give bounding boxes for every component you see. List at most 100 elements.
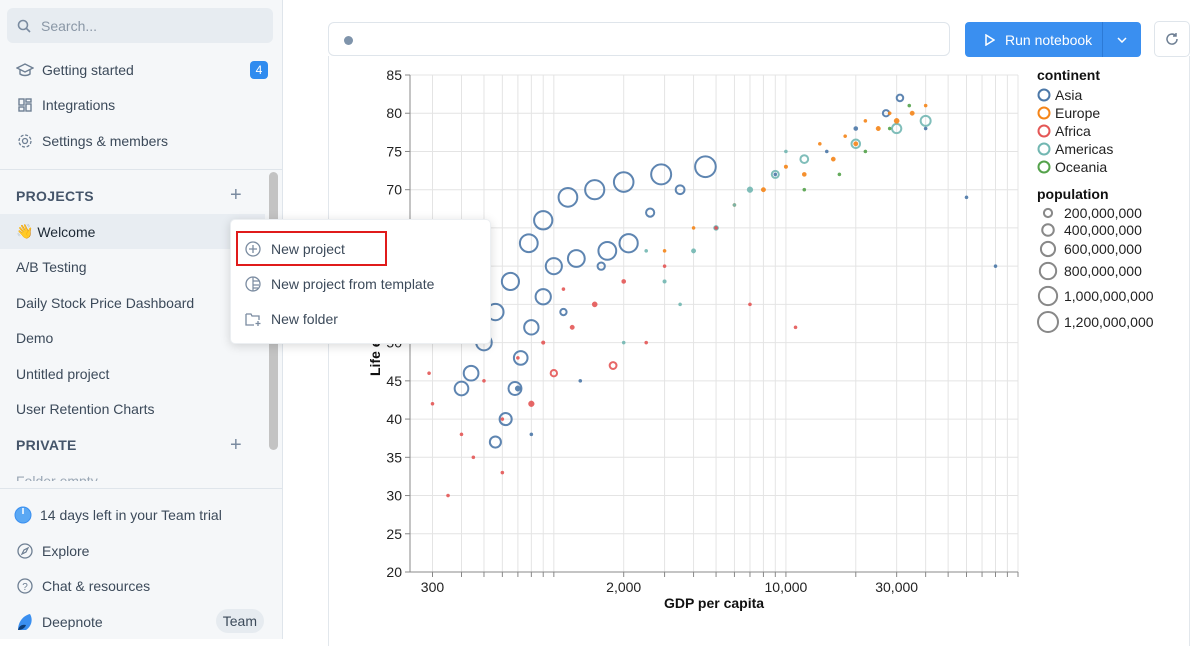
data-point-africa bbox=[427, 371, 431, 376]
data-point-asia bbox=[518, 233, 539, 254]
data-point-africa bbox=[471, 455, 476, 460]
y-tick-label: 40 bbox=[386, 411, 402, 427]
project-label: User Retention Charts bbox=[16, 400, 155, 417]
menu-label: New folder bbox=[271, 310, 338, 327]
menu-new-project[interactable]: New project bbox=[231, 231, 492, 266]
legend-symbol-europe bbox=[1037, 106, 1051, 120]
legend-size-label: 800,000,000 bbox=[1064, 263, 1142, 279]
data-point-americas bbox=[799, 154, 810, 164]
data-point-americas bbox=[784, 149, 788, 154]
legend-size-symbol bbox=[1041, 223, 1055, 237]
svg-text:?: ? bbox=[22, 582, 28, 593]
legend-size-symbol bbox=[1042, 207, 1054, 219]
nav-label: Integrations bbox=[42, 97, 116, 113]
divider bbox=[0, 169, 283, 170]
y-tick-label: 45 bbox=[386, 373, 402, 389]
projects-header: PROJECTS bbox=[16, 188, 94, 204]
data-point-africa bbox=[459, 432, 464, 437]
project-user-retention[interactable]: User Retention Charts bbox=[0, 391, 265, 426]
run-notebook-button[interactable]: Run notebook bbox=[965, 22, 1141, 57]
private-empty-text: Folder empty bbox=[16, 473, 98, 481]
add-project-button[interactable]: + bbox=[230, 184, 242, 206]
project-label: Daily Stock Price Dashboard bbox=[16, 294, 195, 311]
project-demo[interactable]: Demo bbox=[0, 320, 265, 355]
search-input[interactable]: Search... bbox=[7, 8, 273, 43]
y-tick-label: 75 bbox=[386, 143, 402, 159]
legend-size-label: 400,000,000 bbox=[1064, 222, 1142, 238]
data-point-asia bbox=[488, 435, 502, 449]
menu-new-project-template[interactable]: New project from template bbox=[231, 266, 492, 301]
nav-integrations[interactable]: Integrations bbox=[0, 88, 283, 122]
plus-circle-icon bbox=[245, 240, 261, 257]
data-point-asia bbox=[533, 210, 554, 231]
nav-label: Getting started bbox=[42, 62, 134, 78]
wave-emoji: 👋 bbox=[16, 223, 34, 239]
data-point-asia bbox=[534, 288, 552, 306]
y-tick-label: 25 bbox=[386, 526, 402, 542]
divider bbox=[0, 488, 283, 489]
add-private-button[interactable]: + bbox=[230, 434, 242, 456]
data-point-africa bbox=[608, 361, 618, 370]
block-input[interactable] bbox=[328, 22, 950, 56]
nav-settings[interactable]: Settings & members bbox=[0, 124, 283, 158]
data-point-europe bbox=[817, 141, 822, 146]
run-options-button[interactable] bbox=[1103, 36, 1141, 43]
data-point-asia bbox=[694, 155, 717, 179]
project-untitled[interactable]: Untitled project bbox=[0, 356, 265, 391]
trial-label: 14 days left in your Team trial bbox=[40, 507, 222, 523]
data-point-americas bbox=[732, 203, 737, 207]
project-daily-stock[interactable]: Daily Stock Price Dashboard bbox=[0, 285, 265, 320]
y-tick-label: 35 bbox=[386, 449, 402, 465]
trial-status[interactable]: 14 days left in your Team trial bbox=[0, 498, 283, 532]
workspace-deepnote[interactable]: Deepnote bbox=[0, 605, 283, 639]
data-point-africa bbox=[644, 340, 649, 345]
menu-new-folder[interactable]: New folder bbox=[231, 301, 492, 336]
data-point-asia bbox=[674, 184, 686, 196]
data-point-europe bbox=[853, 141, 859, 147]
data-point-asia bbox=[559, 307, 568, 317]
data-point-asia bbox=[853, 126, 859, 131]
data-point-americas bbox=[919, 114, 932, 127]
data-point-europe bbox=[760, 187, 766, 193]
data-point-africa bbox=[793, 325, 798, 330]
x-axis-title: GDP per capita bbox=[664, 595, 764, 611]
data-point-asia bbox=[566, 249, 586, 268]
nav-getting-started[interactable]: Getting started 4 bbox=[0, 53, 283, 87]
data-point-africa bbox=[430, 401, 435, 406]
x-tick-label: 2,000 bbox=[606, 579, 641, 595]
data-point-asia bbox=[650, 163, 673, 186]
data-point-asia bbox=[453, 380, 470, 397]
run-main[interactable]: Run notebook bbox=[965, 22, 1103, 57]
nav-explore[interactable]: Explore bbox=[0, 534, 283, 568]
compass-icon bbox=[16, 542, 34, 560]
data-point-asia bbox=[824, 149, 829, 154]
data-point-africa bbox=[500, 470, 505, 475]
nav-label: Settings & members bbox=[42, 133, 169, 149]
project-label: A/B Testing bbox=[16, 258, 87, 275]
legend-symbol-asia bbox=[1037, 88, 1051, 102]
data-point-asia bbox=[500, 271, 520, 292]
nav-label: Explore bbox=[42, 543, 90, 559]
data-point-asia bbox=[964, 195, 969, 200]
data-point-oceania bbox=[907, 103, 912, 108]
scatter-chart: 20253035404550556065707580853002,00010,0… bbox=[367, 67, 1154, 611]
status-dot-icon bbox=[344, 36, 353, 45]
data-point-asia bbox=[498, 412, 513, 427]
legend-label-americas: Americas bbox=[1055, 141, 1113, 157]
project-welcome[interactable]: 👋 Welcome bbox=[0, 214, 265, 249]
legend-label-asia: Asia bbox=[1055, 87, 1082, 103]
data-point-americas bbox=[678, 302, 682, 307]
data-point-europe bbox=[830, 156, 836, 162]
data-point-asia bbox=[618, 233, 639, 254]
legend-label-oceania: Oceania bbox=[1055, 159, 1107, 175]
graduation-cap-icon bbox=[16, 61, 34, 79]
data-point-africa bbox=[621, 279, 626, 284]
refresh-button[interactable] bbox=[1154, 21, 1190, 57]
data-point-asia bbox=[544, 257, 563, 276]
project-ab-testing[interactable]: A/B Testing bbox=[0, 249, 265, 284]
data-point-africa bbox=[541, 340, 546, 345]
data-point-europe bbox=[875, 126, 881, 132]
data-point-europe bbox=[923, 103, 928, 108]
nav-chat-resources[interactable]: ? Chat & resources bbox=[0, 569, 283, 603]
project-label: Untitled project bbox=[16, 365, 110, 382]
